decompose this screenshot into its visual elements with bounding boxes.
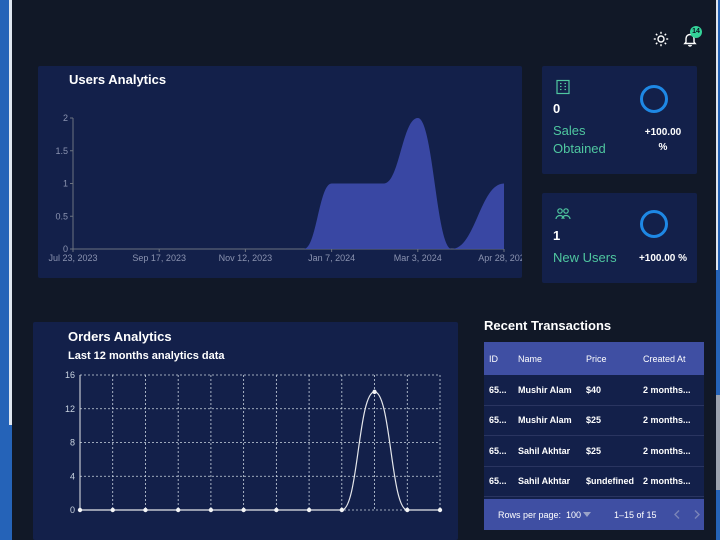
sales-percent-line2: % (658, 142, 668, 153)
y-tick-label: 8 (70, 438, 75, 448)
data-point (77, 507, 83, 513)
x-tick-label: Nov 12, 2023 (219, 253, 273, 263)
cell-name: Sahil Akhtar (518, 476, 571, 487)
data-point (110, 507, 115, 513)
cell-name: Mushir Alam (518, 384, 572, 395)
cell-id: 65... (489, 445, 507, 456)
sales-label-line1: Sales (553, 123, 586, 138)
scrollbar-thumb[interactable] (716, 395, 720, 490)
orders-analytics-card: Orders Analytics Last 12 months analytic… (33, 322, 458, 540)
sales-building-icon (555, 79, 571, 100)
data-point (372, 389, 377, 395)
sales-stat-card: 0 Sales Obtained +100.00 % (542, 66, 697, 174)
sales-progress-ring (640, 85, 668, 113)
transactions-header-row: ID Name Price Created At (484, 342, 704, 375)
y-tick-label: 0 (63, 244, 68, 254)
new-users-percent: +100.00 % (638, 253, 688, 264)
x-tick-label: Jul 23, 2023 (48, 253, 97, 263)
cell-price: $25 (586, 415, 602, 426)
users-group-icon (555, 206, 571, 227)
orders-analytics-chart: 0 4 8 12 16 (65, 370, 443, 515)
data-point (405, 507, 410, 513)
next-page-icon[interactable] (694, 510, 700, 519)
x-tick-label: Sep 17, 2023 (132, 253, 186, 263)
table-row[interactable]: 65... Mushir Alam $25 2 months... (484, 406, 704, 436)
rows-per-page-select[interactable]: 100 (566, 510, 582, 520)
table-pagination-footer: Rows per page: 100 1–15 of 15 (484, 499, 704, 530)
orders-analytics-subtitle: Last 12 months analytics data (68, 350, 225, 362)
x-tick-label: Mar 3, 2024 (394, 253, 442, 263)
column-header-name[interactable]: Name (518, 353, 543, 364)
cell-created-at: 2 months... (643, 415, 691, 426)
chevron-down-icon[interactable] (583, 512, 591, 517)
cell-price: $40 (586, 384, 602, 395)
x-tick-label: Apr 28, 2024 (478, 253, 522, 263)
sales-value: 0 (553, 101, 561, 116)
column-header-id[interactable]: ID (489, 353, 498, 364)
new-users-progress-ring (640, 210, 668, 238)
table-row[interactable]: 65... Sahil Akhtar $undefined 2 months..… (484, 467, 704, 497)
data-point (208, 507, 214, 513)
data-point (175, 507, 181, 513)
x-tick-label: Jan 7, 2024 (308, 253, 355, 263)
y-tick-label: 1 (63, 179, 68, 189)
right-scrollbar-track[interactable] (716, 0, 720, 540)
orders-analytics-title: Orders Analytics (68, 329, 172, 344)
data-point (274, 507, 279, 513)
column-header-created-at[interactable]: Created At (643, 353, 686, 364)
y-tick-label: 0 (70, 505, 75, 515)
cell-id: 65... (489, 415, 507, 426)
transactions-table: ID Name Price Created At 65... Mushir Al… (484, 342, 704, 530)
cell-name: Mushir Alam (518, 415, 572, 426)
theme-toggle-sun-icon[interactable] (652, 30, 670, 48)
recent-transactions-title: Recent Transactions (484, 318, 612, 333)
data-point (241, 507, 246, 513)
new-users-label: New Users (553, 250, 617, 265)
rows-per-page-label: Rows per page: (498, 510, 562, 520)
orders-line-series (80, 391, 440, 511)
users-analytics-chart: 0 0.5 1 1.5 2 Jul 23, 2023 Sep 17, 2023 Nov 12,… (48, 113, 522, 263)
y-tick-label: 1.5 (55, 146, 68, 156)
users-analytics-card: Users Analytics 0 0.5 1 1.5 2 Jul 23, 2023 Sep… (38, 66, 522, 278)
cell-price: $undefined (586, 476, 635, 487)
previous-page-icon[interactable] (674, 510, 680, 519)
cell-created-at: 2 months... (643, 384, 691, 395)
cell-created-at: 2 months... (643, 476, 691, 487)
notification-count-badge: 14 (690, 26, 702, 38)
cell-id: 65... (489, 384, 507, 395)
left-edge (0, 0, 12, 540)
new-users-value: 1 (553, 228, 561, 243)
y-tick-label: 0.5 (55, 211, 68, 221)
users-analytics-title: Users Analytics (69, 72, 167, 87)
y-tick-label: 12 (65, 404, 75, 414)
cell-name: Sahil Akhtar (518, 445, 571, 456)
data-point (306, 507, 312, 513)
cell-created-at: 2 months... (643, 445, 691, 456)
sales-label-line2: Obtained (553, 141, 606, 156)
data-point (339, 507, 345, 513)
table-row[interactable]: 65... Sahil Akhtar $25 2 months... (484, 436, 704, 467)
column-header-price[interactable]: Price (586, 353, 607, 364)
y-tick-label: 16 (65, 370, 75, 380)
users-area-series (73, 118, 504, 249)
data-point (143, 507, 148, 513)
y-tick-label: 2 (63, 113, 68, 123)
y-tick-label: 4 (70, 471, 75, 481)
pagination-range: 1–15 of 15 (614, 510, 657, 520)
cell-id: 65... (489, 476, 507, 487)
cell-price: $25 (586, 445, 602, 456)
data-point (437, 507, 443, 513)
sales-percent-line1: +100.00 (644, 127, 682, 138)
new-users-stat-card: 1 New Users +100.00 % (542, 193, 697, 283)
table-row[interactable]: 65... Mushir Alam $40 2 months... (484, 375, 704, 406)
